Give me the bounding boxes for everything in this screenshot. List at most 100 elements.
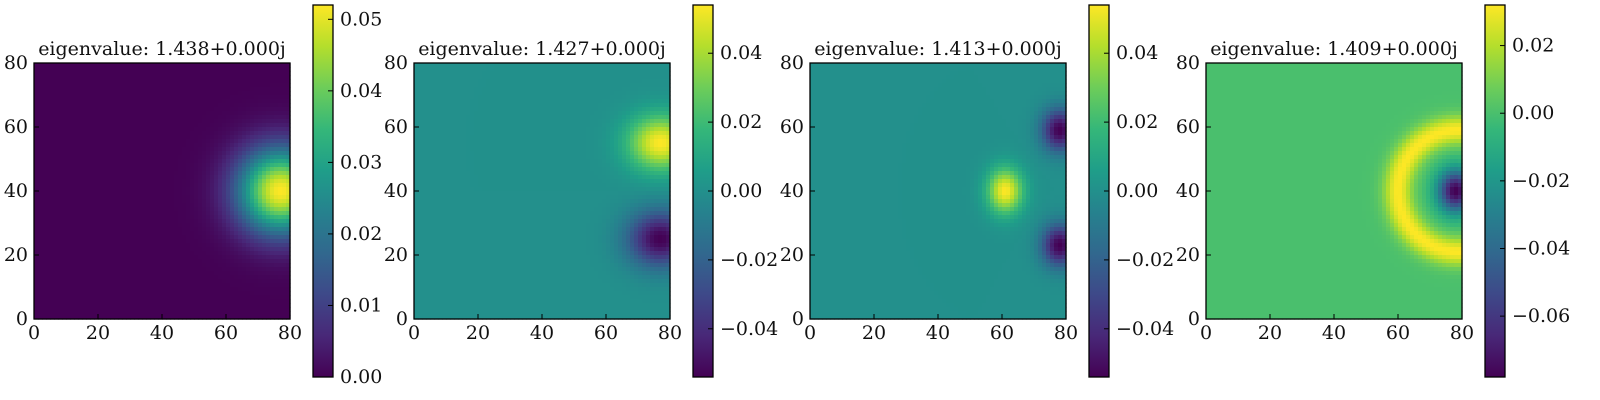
heatmap-cell: [222, 215, 227, 220]
heatmap-cell: [466, 91, 471, 96]
heatmap-cell: [34, 163, 39, 168]
heatmap-cell: [174, 235, 179, 240]
heatmap-cell: [46, 259, 51, 264]
heatmap-cell: [274, 219, 279, 224]
heatmap-cell: [570, 63, 575, 68]
heatmap-cell: [62, 195, 67, 200]
heatmap-cell: [270, 163, 275, 168]
heatmap-cell: [258, 91, 263, 96]
heatmap-cell: [442, 99, 447, 104]
heatmap-cell: [210, 71, 215, 76]
heatmap-cell: [278, 271, 283, 276]
heatmap-cell: [98, 243, 103, 248]
heatmap-cell: [142, 71, 147, 76]
heatmap-cell: [94, 107, 99, 112]
heatmap-cell: [570, 67, 575, 72]
heatmap-cell: [246, 295, 251, 300]
heatmap-cell: [138, 151, 143, 156]
heatmap-cell: [102, 123, 107, 128]
heatmap-cell: [114, 179, 119, 184]
heatmap-cell: [610, 79, 615, 84]
heatmap-cell: [186, 315, 191, 320]
heatmap-cell: [66, 67, 71, 72]
heatmap-cell: [194, 311, 199, 316]
heatmap-cell: [510, 107, 515, 112]
heatmap-cell: [618, 63, 623, 68]
heatmap-cell: [218, 299, 223, 304]
heatmap-cell: [118, 155, 123, 160]
heatmap-cell: [666, 75, 671, 80]
heatmap-cell: [78, 235, 83, 240]
heatmap-cell: [38, 79, 43, 84]
heatmap-cell: [230, 163, 235, 168]
heatmap-cell: [462, 87, 467, 92]
heatmap-cell: [170, 307, 175, 312]
heatmap-cell: [490, 75, 495, 80]
heatmap-cell: [266, 251, 271, 256]
heatmap-cell: [610, 75, 615, 80]
heatmap-cell: [266, 183, 271, 188]
heatmap-cell: [106, 299, 111, 304]
heatmap-cell: [530, 111, 535, 116]
heatmap-cell: [626, 99, 631, 104]
heatmap-cell: [86, 311, 91, 316]
heatmap-cell: [214, 111, 219, 116]
heatmap-cell: [282, 95, 287, 100]
heatmap-cell: [514, 99, 519, 104]
heatmap-cell: [190, 251, 195, 256]
heatmap-cell: [286, 199, 291, 204]
heatmap-cell: [562, 71, 567, 76]
heatmap-cell: [78, 111, 83, 116]
heatmap-cell: [230, 223, 235, 228]
heatmap-cell: [66, 291, 71, 296]
heatmap-cell: [198, 311, 203, 316]
heatmap-cell: [514, 91, 519, 96]
heatmap-cell: [214, 95, 219, 100]
heatmap-cell: [142, 207, 147, 212]
heatmap-cell: [138, 155, 143, 160]
heatmap-cell: [118, 299, 123, 304]
heatmap-cell: [198, 147, 203, 152]
heatmap-cell: [102, 223, 107, 228]
heatmap-cell: [106, 207, 111, 212]
heatmap-cell: [34, 275, 39, 280]
heatmap-cell: [522, 95, 527, 100]
heatmap-cell: [166, 163, 171, 168]
heatmap-cell: [102, 147, 107, 152]
heatmap-cell: [238, 183, 243, 188]
heatmap-cell: [434, 75, 439, 80]
heatmap-cell: [114, 247, 119, 252]
heatmap-cell: [178, 307, 183, 312]
heatmap-cell: [582, 91, 587, 96]
heatmap-cell: [554, 87, 559, 92]
heatmap-cell: [638, 67, 643, 72]
heatmap-cell: [70, 251, 75, 256]
heatmap-cell: [494, 75, 499, 80]
heatmap-cell: [238, 303, 243, 308]
heatmap-cell: [62, 187, 67, 192]
heatmap-cell: [218, 167, 223, 172]
heatmap-cell: [90, 175, 95, 180]
heatmap-cell: [170, 311, 175, 316]
heatmap-cell: [42, 195, 47, 200]
heatmap-cell: [54, 103, 59, 108]
heatmap-cell: [146, 255, 151, 260]
heatmap-cell: [214, 123, 219, 128]
heatmap-cell: [266, 135, 271, 140]
heatmap-cell: [426, 87, 431, 92]
heatmap-cell: [38, 275, 43, 280]
heatmap-cell: [126, 131, 131, 136]
heatmap-cell: [42, 147, 47, 152]
heatmap-cell: [58, 79, 63, 84]
heatmap-cell: [278, 159, 283, 164]
heatmap-cell: [626, 87, 631, 92]
heatmap-cell: [146, 171, 151, 176]
heatmap-cell: [610, 87, 615, 92]
heatmap-cell: [98, 123, 103, 128]
heatmap-cell: [178, 171, 183, 176]
heatmap-cell: [46, 175, 51, 180]
heatmap-cell: [206, 99, 211, 104]
heatmap-cell: [210, 75, 215, 80]
heatmap-cell: [162, 167, 167, 172]
heatmap-cell: [266, 171, 271, 176]
